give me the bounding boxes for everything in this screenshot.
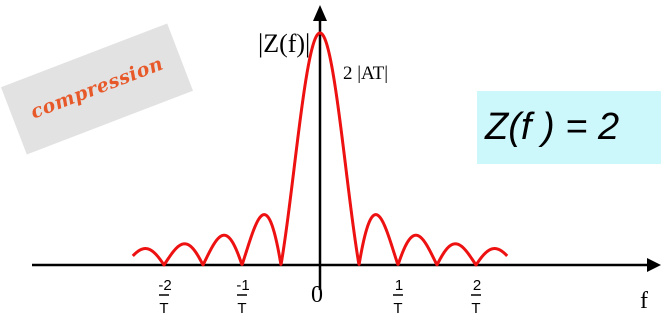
peak-label: 2 |AT|: [343, 63, 388, 84]
tick-denominator: T: [393, 300, 402, 317]
compression-tag-background: [1, 23, 193, 155]
tick-denominator: T: [237, 300, 246, 317]
x-axis-arrowhead: [647, 258, 661, 272]
tick-numerator: 2: [473, 277, 481, 294]
x-axis-label: f: [640, 288, 648, 314]
x-tick-labels: -2 T -1 T 0 1 T 2 T: [158, 277, 481, 317]
formula-box: Z(f ) = 2: [477, 91, 661, 164]
tick-numerator: 1: [395, 277, 403, 294]
formula-box-background: [477, 91, 661, 164]
y-axis-arrowhead: [313, 5, 327, 21]
tick-denominator: T: [159, 300, 168, 317]
formula-text: Z(f ) = 2: [485, 106, 620, 148]
tick-numerator: -2: [158, 277, 171, 294]
magnitude-curve: [131, 31, 509, 267]
tick-zero-label: 0: [311, 282, 323, 308]
tick-denominator: T: [471, 300, 480, 317]
compression-tag: [1, 23, 193, 155]
tick-numerator: -1: [236, 277, 249, 294]
y-axis-label: |Z(f)|: [258, 29, 310, 58]
